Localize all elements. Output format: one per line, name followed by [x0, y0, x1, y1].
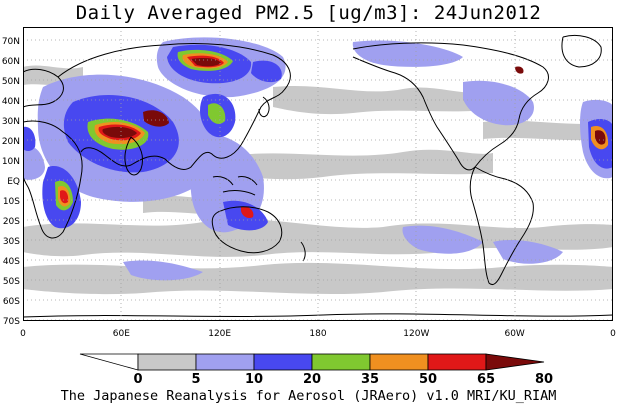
lon-label: 180	[309, 329, 326, 339]
lon-label: 0	[610, 329, 616, 339]
colorbar-tick-label: 80	[535, 372, 553, 387]
colorbar-tick-label: 20	[303, 372, 321, 387]
lat-label: 10S	[3, 197, 20, 207]
lat-label: 20S	[3, 217, 20, 227]
colorbar-tick-label: 35	[361, 372, 379, 387]
colorbar-tick-label: 5	[191, 372, 200, 387]
colorbar-segment	[195, 353, 255, 371]
lon-label: 0	[20, 329, 26, 339]
colorbar-segment	[79, 353, 139, 371]
colorbar-tick-label: 65	[477, 372, 495, 387]
coastlines	[23, 34, 613, 318]
lon-label: 60E	[113, 329, 130, 339]
colorbar-segment	[369, 353, 429, 371]
lat-label: 70N	[2, 37, 20, 47]
lon-label: 120W	[403, 329, 429, 339]
lat-label: 20N	[2, 137, 20, 147]
lat-label: 50S	[3, 277, 20, 287]
graticule	[23, 27, 613, 321]
colorbar-tick-label: 0	[133, 372, 142, 387]
map-border	[23, 27, 613, 321]
colorbar-segment	[253, 353, 313, 371]
lat-label: EQ	[7, 177, 20, 187]
colorbar-segment	[427, 353, 487, 371]
map-title: Daily Averaged PM2.5 [ug/m3]: 24Jun2012	[75, 2, 542, 24]
pm25-map	[23, 27, 613, 321]
lat-label: 40N	[2, 97, 20, 107]
lat-label: 70S	[3, 317, 20, 327]
pm25-level-over-80-regions	[102, 58, 606, 145]
colorbar-segment	[137, 353, 197, 371]
colorbar-tick-label: 50	[419, 372, 437, 387]
longitude-labels: 0 60E 120E 180 120W 60W 0	[20, 329, 616, 339]
map-svg	[23, 27, 613, 321]
colorbar-segment	[311, 353, 371, 371]
lat-label: 30S	[3, 237, 20, 247]
colorbar: 0 5 10 20 35 50 65 80	[79, 353, 553, 387]
lat-label: 60N	[2, 57, 20, 67]
lat-label: 40S	[3, 257, 20, 267]
lon-label: 120E	[208, 329, 231, 339]
lat-label: 50N	[2, 77, 20, 87]
lat-label: 30N	[2, 117, 20, 127]
colorbar-segment	[485, 353, 545, 371]
lat-label: 10N	[2, 157, 20, 167]
lon-label: 60W	[504, 329, 524, 339]
lat-label: 60S	[3, 297, 20, 307]
footer-credit: The Japanese Reanalysis for Aerosol (JRA…	[60, 388, 557, 404]
colorbar-tick-label: 10	[245, 372, 263, 387]
latitude-labels: 70N 60N 50N 40N 30N 20N 10N EQ 10S 20S 30S 40S 50S 60…	[2, 37, 20, 327]
